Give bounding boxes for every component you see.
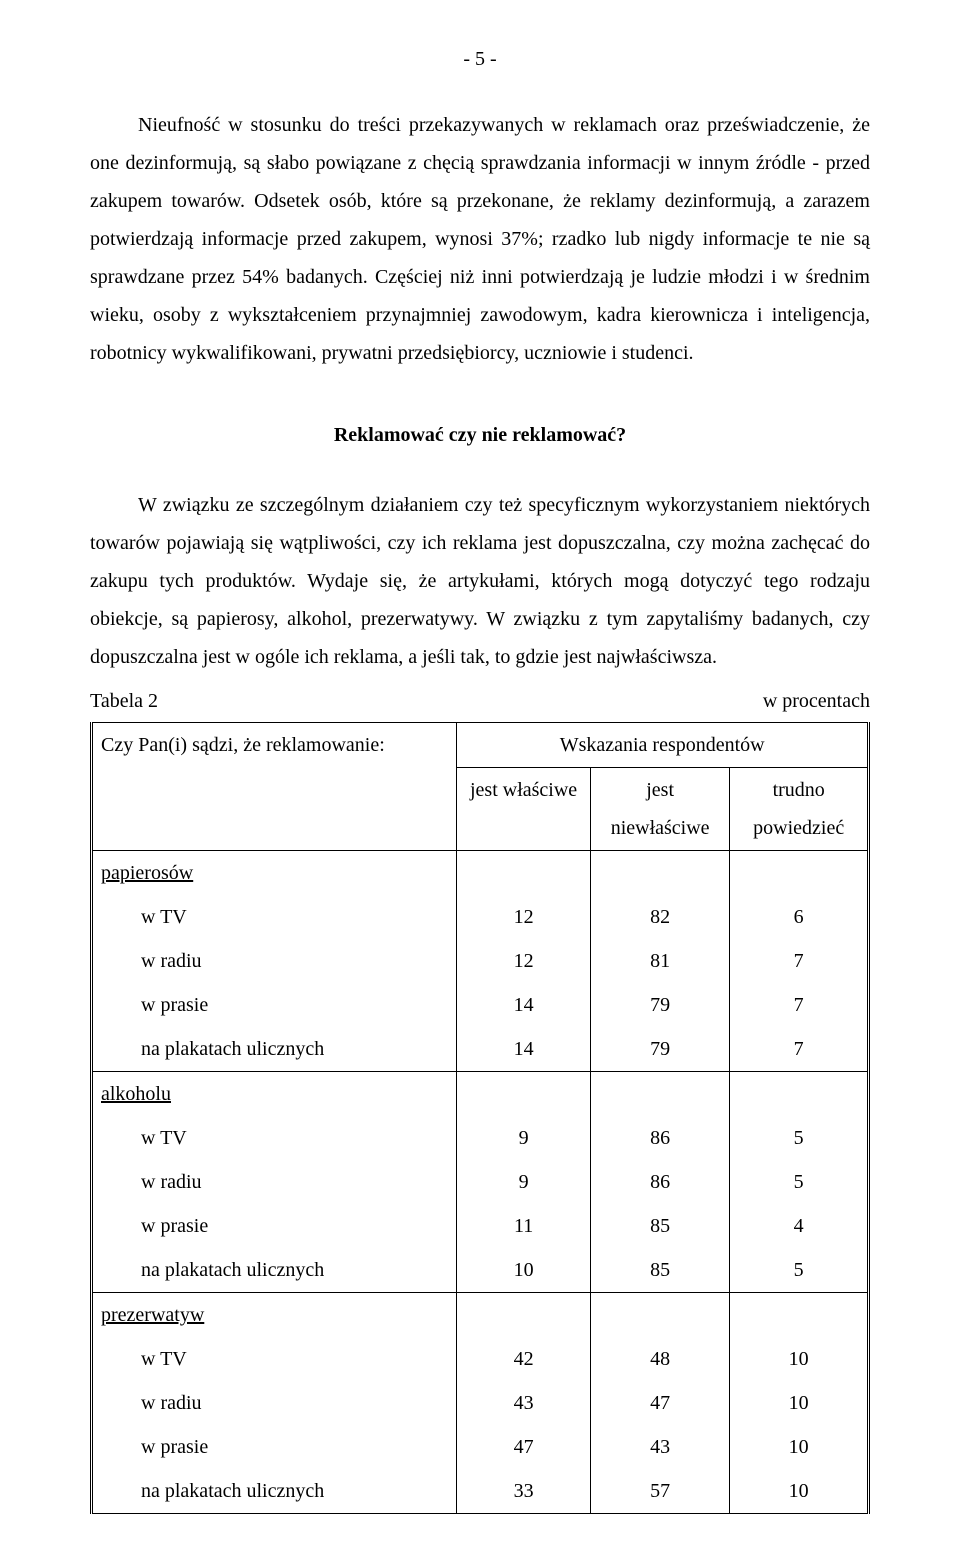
cell: 12 xyxy=(457,895,591,939)
group-label: alkoholu xyxy=(101,1083,171,1105)
cell: 81 xyxy=(590,939,729,983)
row-label: na plakatach ulicznych xyxy=(92,1469,457,1514)
cell: 10 xyxy=(730,1381,869,1425)
table-row: papierosów xyxy=(92,851,869,896)
cell: 7 xyxy=(730,939,869,983)
col-header-3: trudno powiedzieć xyxy=(730,768,869,851)
row-label: w prasie xyxy=(92,1204,457,1248)
cell: 9 xyxy=(457,1116,591,1160)
cell: 10 xyxy=(730,1469,869,1514)
row-label: na plakatach ulicznych xyxy=(92,1027,457,1072)
cell: 10 xyxy=(730,1337,869,1381)
table-row: w prasie 14 79 7 xyxy=(92,983,869,1027)
data-table: Czy Pan(i) sądzi, że reklamowanie: Wskaz… xyxy=(90,722,870,1514)
table-row: w radiu 9 86 5 xyxy=(92,1160,869,1204)
table-row: w TV 9 86 5 xyxy=(92,1116,869,1160)
cell: 47 xyxy=(457,1425,591,1469)
cell: 43 xyxy=(457,1381,591,1425)
table-caption: Tabela 2 w procentach xyxy=(90,682,870,720)
cell: 7 xyxy=(730,1027,869,1072)
cell: 42 xyxy=(457,1337,591,1381)
cell: 14 xyxy=(457,983,591,1027)
cell: 47 xyxy=(590,1381,729,1425)
cell: 14 xyxy=(457,1027,591,1072)
col-header-2: jest niewłaściwe xyxy=(590,768,729,851)
cell: 85 xyxy=(590,1248,729,1293)
cell: 4 xyxy=(730,1204,869,1248)
col-header-1: jest właściwe xyxy=(457,768,591,851)
table-row: prezerwatyw xyxy=(92,1293,869,1338)
cell: 79 xyxy=(590,1027,729,1072)
cell: 5 xyxy=(730,1116,869,1160)
table-row: na plakatach ulicznych 10 85 5 xyxy=(92,1248,869,1293)
cell: 10 xyxy=(730,1425,869,1469)
paragraph-1: Nieufność w stosunku do treści przekazyw… xyxy=(90,106,870,372)
group-label: prezerwatyw xyxy=(101,1304,204,1326)
section-heading: Reklamować czy nie reklamować? xyxy=(90,416,870,454)
table-row: w prasie 47 43 10 xyxy=(92,1425,869,1469)
cell: 79 xyxy=(590,983,729,1027)
cell: 33 xyxy=(457,1469,591,1514)
cell: 12 xyxy=(457,939,591,983)
row-label: w prasie xyxy=(92,983,457,1027)
row-label: na plakatach ulicznych xyxy=(92,1248,457,1293)
table-row: w radiu 12 81 7 xyxy=(92,939,869,983)
cell: 48 xyxy=(590,1337,729,1381)
page-number: - 5 - xyxy=(90,40,870,78)
table-row: w TV 12 82 6 xyxy=(92,895,869,939)
table-row: na plakatach ulicznych 33 57 10 xyxy=(92,1469,869,1514)
row-label: w radiu xyxy=(92,1381,457,1425)
question-header: Czy Pan(i) sądzi, że reklamowanie: xyxy=(92,723,457,851)
cell: 9 xyxy=(457,1160,591,1204)
cell: 6 xyxy=(730,895,869,939)
table-row: na plakatach ulicznych 14 79 7 xyxy=(92,1027,869,1072)
cell: 11 xyxy=(457,1204,591,1248)
table-row: w TV 42 48 10 xyxy=(92,1337,869,1381)
row-label: w radiu xyxy=(92,939,457,983)
cell: 43 xyxy=(590,1425,729,1469)
cell: 85 xyxy=(590,1204,729,1248)
cell: 86 xyxy=(590,1116,729,1160)
row-label: w radiu xyxy=(92,1160,457,1204)
table-row: w radiu 43 47 10 xyxy=(92,1381,869,1425)
table-row: w prasie 11 85 4 xyxy=(92,1204,869,1248)
paragraph-2: W związku ze szczególnym działaniem czy … xyxy=(90,486,870,676)
cell: 5 xyxy=(730,1160,869,1204)
table-row: alkoholu xyxy=(92,1072,869,1117)
row-label: w prasie xyxy=(92,1425,457,1469)
row-label: w TV xyxy=(92,1337,457,1381)
table-caption-right: w procentach xyxy=(763,682,870,720)
row-label: w TV xyxy=(92,1116,457,1160)
row-label: w TV xyxy=(92,895,457,939)
cell: 82 xyxy=(590,895,729,939)
table-header-row-1: Czy Pan(i) sądzi, że reklamowanie: Wskaz… xyxy=(92,723,869,768)
cell: 7 xyxy=(730,983,869,1027)
respondents-header: Wskazania respondentów xyxy=(457,723,869,768)
cell: 10 xyxy=(457,1248,591,1293)
cell: 57 xyxy=(590,1469,729,1514)
cell: 86 xyxy=(590,1160,729,1204)
table-caption-left: Tabela 2 xyxy=(90,682,158,720)
cell: 5 xyxy=(730,1248,869,1293)
group-label: papierosów xyxy=(101,862,193,884)
